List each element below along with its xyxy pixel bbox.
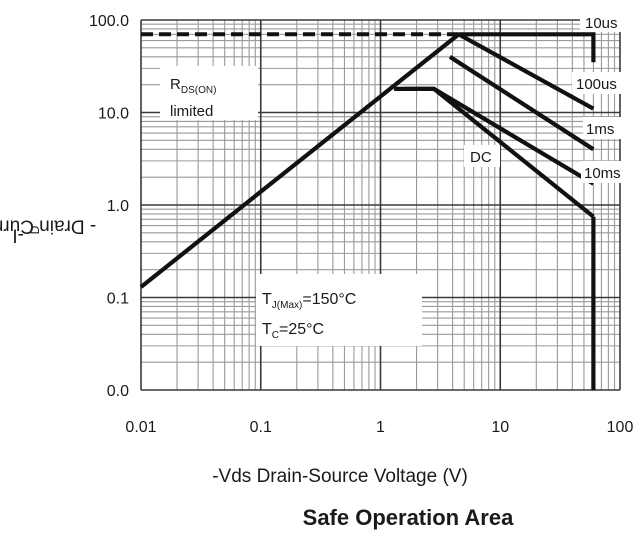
y-tick-label: 100.0 bbox=[89, 13, 129, 30]
series-line-10ms bbox=[404, 86, 595, 186]
y-tick-label: 10.0 bbox=[98, 106, 129, 123]
x-tick-label: 0.1 bbox=[250, 419, 272, 436]
rds-label-box bbox=[160, 66, 258, 120]
label-10ms: 10ms bbox=[584, 165, 621, 182]
series-line-100us bbox=[457, 32, 595, 111]
label-10us: 10us bbox=[585, 15, 618, 32]
x-tick-label: 100 bbox=[607, 419, 634, 436]
tick-labels: 0.01 0.1 1 10 100 0.0 0.1 1.0 10.0 100.0 bbox=[89, 13, 633, 436]
label-dc-bg bbox=[464, 145, 500, 167]
y-tick-label: 0.1 bbox=[107, 291, 129, 308]
y-tick-label: 0.0 bbox=[107, 383, 129, 400]
x-tick-label: 0.01 bbox=[125, 419, 156, 436]
curves bbox=[139, 32, 596, 390]
rds-label-limited: limited bbox=[170, 103, 213, 120]
series-line-1ms bbox=[448, 55, 595, 152]
label-100us: 100us bbox=[576, 76, 617, 93]
x-tick-label: 1 bbox=[376, 419, 385, 436]
label-dc: DC bbox=[470, 149, 492, 166]
series-line-dc bbox=[394, 86, 595, 219]
label-10ms-bg bbox=[581, 161, 631, 183]
tc-label: TC=25°C bbox=[262, 321, 324, 341]
x-tick-label: 10 bbox=[491, 419, 509, 436]
tj-label: TJ(Max)=150°C bbox=[262, 291, 356, 311]
x-axis-label: -Vds Drain-Source Voltage (V) bbox=[212, 466, 468, 487]
label-1ms-bg bbox=[583, 117, 625, 139]
label-10us-bg bbox=[580, 12, 626, 32]
chart-title: Safe Operation Area bbox=[302, 505, 514, 530]
series-line-10us bbox=[458, 32, 596, 63]
rds-label: RDS(ON) bbox=[170, 76, 216, 96]
label-1ms: 1ms bbox=[586, 121, 614, 138]
temp-label-box bbox=[256, 274, 422, 346]
y-tick-label: 1.0 bbox=[107, 198, 129, 215]
label-100us-bg bbox=[572, 72, 628, 94]
series-line-rds-on-limited bbox=[139, 32, 461, 289]
